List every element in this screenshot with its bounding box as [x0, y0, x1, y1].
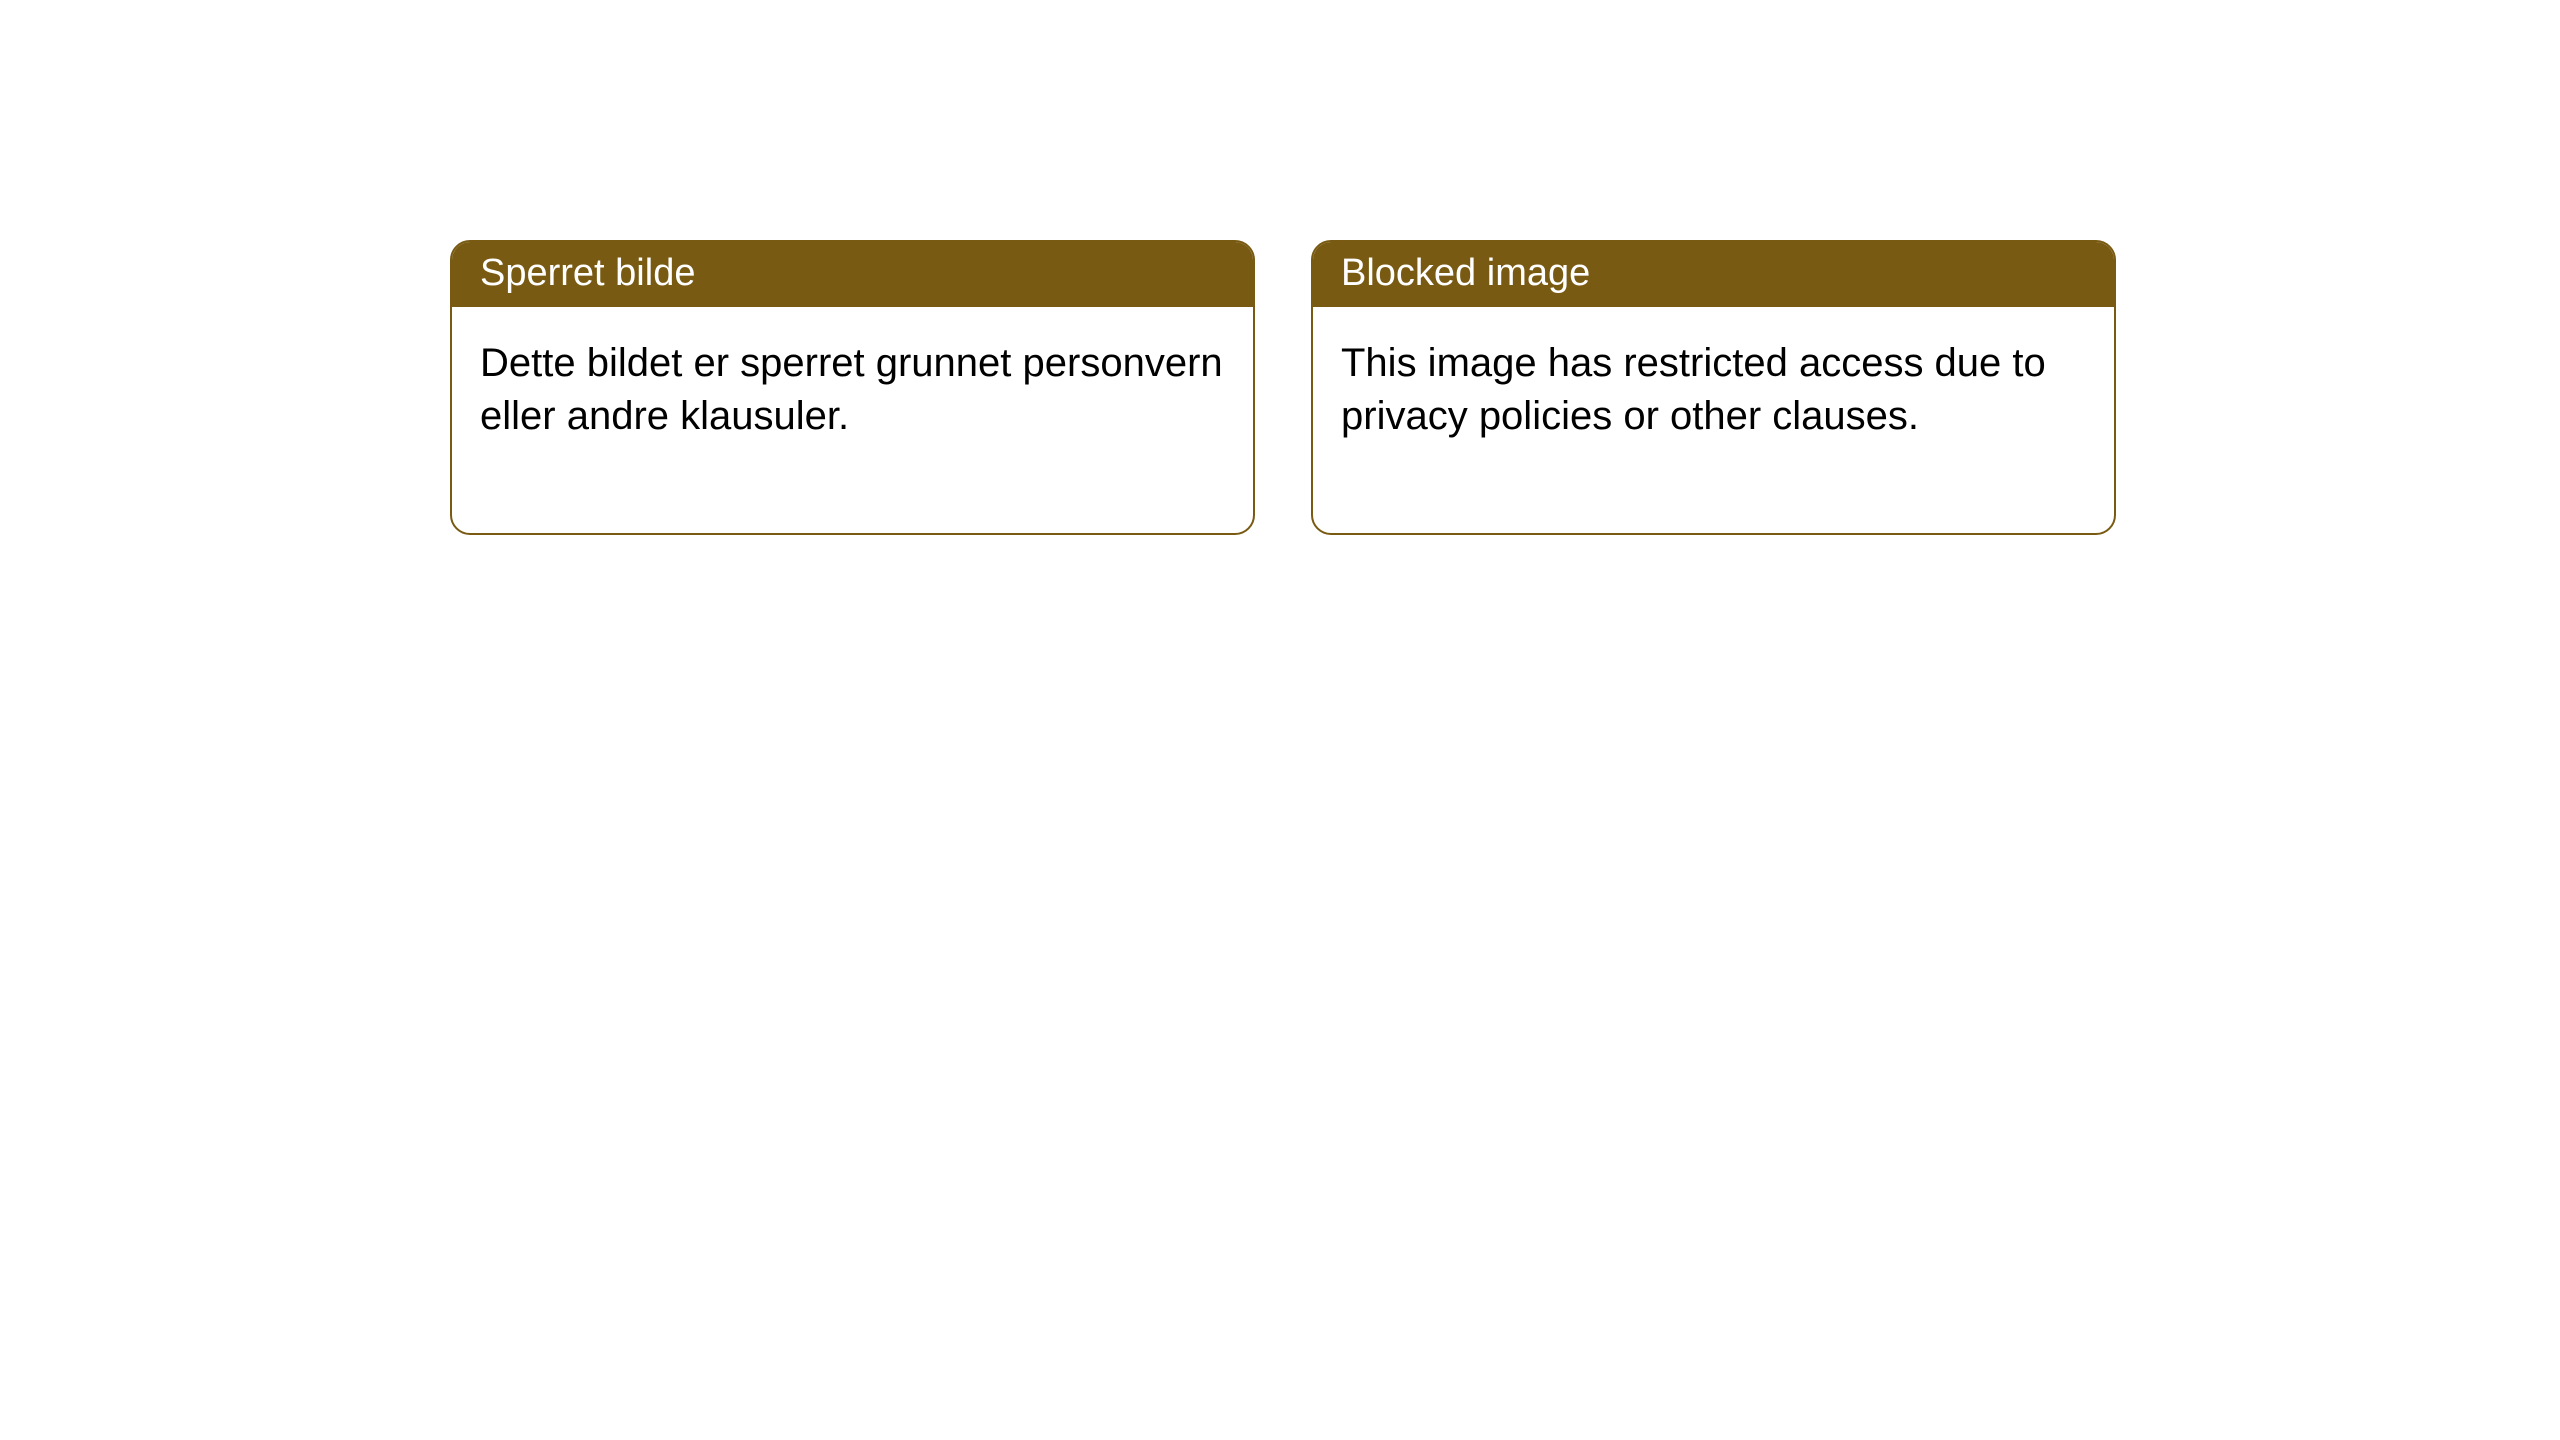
notice-title: Blocked image	[1341, 252, 1590, 294]
notice-title: Sperret bilde	[480, 252, 695, 294]
notice-body: This image has restricted access due to …	[1313, 307, 2114, 533]
notice-header: Blocked image	[1313, 242, 2114, 307]
notice-message: Dette bildet er sperret grunnet personve…	[480, 341, 1223, 438]
notice-body: Dette bildet er sperret grunnet personve…	[452, 307, 1253, 533]
notice-container: Sperret bilde Dette bildet er sperret gr…	[450, 240, 2116, 535]
notice-message: This image has restricted access due to …	[1341, 341, 2046, 438]
notice-header: Sperret bilde	[452, 242, 1253, 307]
notice-card-english: Blocked image This image has restricted …	[1311, 240, 2116, 535]
notice-card-norwegian: Sperret bilde Dette bildet er sperret gr…	[450, 240, 1255, 535]
